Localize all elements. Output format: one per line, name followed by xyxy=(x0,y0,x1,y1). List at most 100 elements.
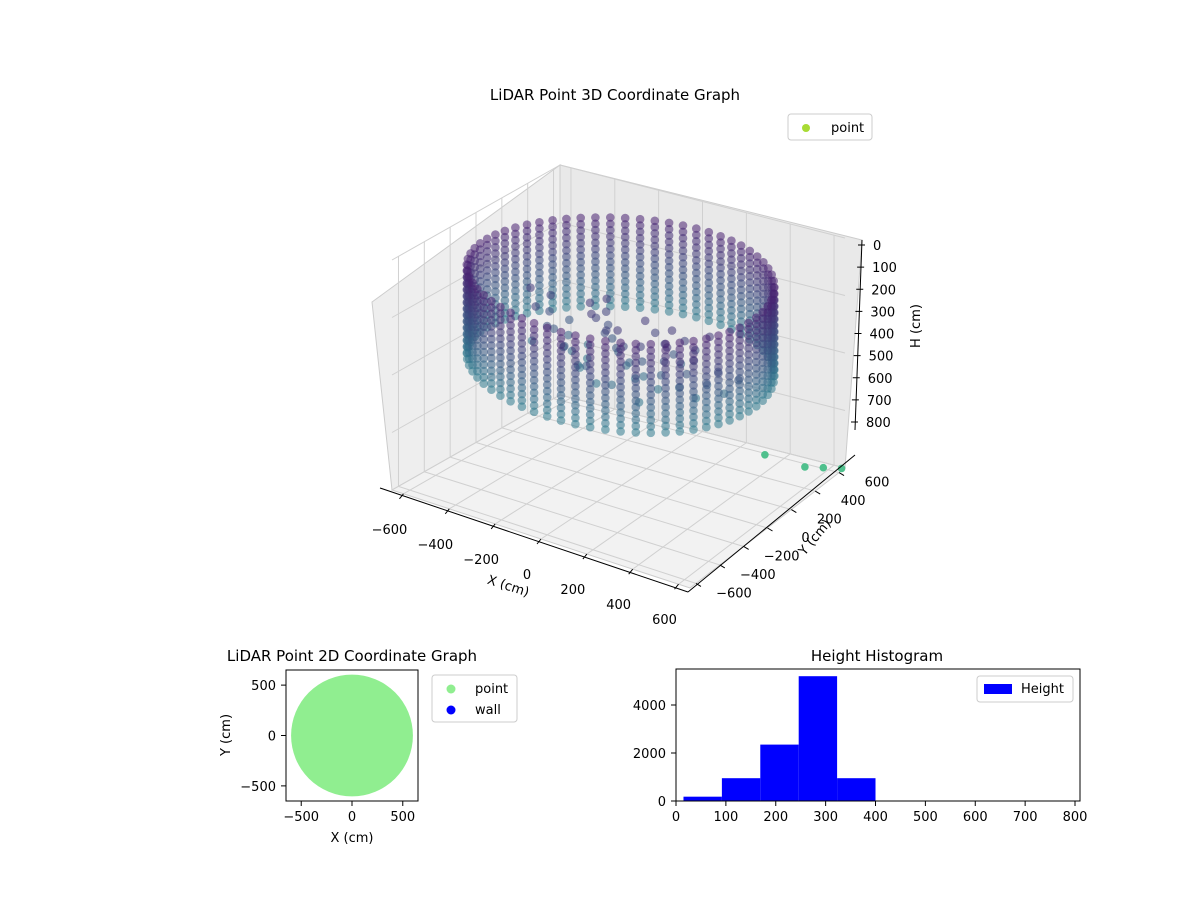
cloud-point xyxy=(571,394,580,404)
cloud-point xyxy=(704,240,714,250)
cloud-point xyxy=(491,255,500,265)
cloud-point xyxy=(725,390,734,400)
cloud-point xyxy=(479,335,489,344)
cloud-point xyxy=(752,376,761,386)
cloud-point xyxy=(601,307,611,317)
cloud-point xyxy=(646,422,656,431)
cloud-point xyxy=(562,265,571,274)
cloud-point xyxy=(678,233,688,243)
cloud-point xyxy=(496,385,505,394)
cloud-point xyxy=(714,350,723,359)
cloud-point xyxy=(752,277,762,287)
cloud-point xyxy=(704,291,714,300)
x-tick-mark xyxy=(536,538,542,545)
cloud-point xyxy=(531,302,540,311)
cloud-point xyxy=(506,352,515,362)
cloud-point xyxy=(661,371,670,380)
cloud-point xyxy=(675,376,685,386)
cloud-point xyxy=(758,339,767,349)
cloud-point xyxy=(635,227,645,237)
cloud-point xyxy=(506,340,515,349)
x-tick-label: 400 xyxy=(606,598,631,613)
cloud-point xyxy=(542,355,552,364)
x-tick-label: 600 xyxy=(652,613,677,628)
cloud-point xyxy=(620,226,630,236)
cloud-point xyxy=(535,262,544,271)
cloud-point xyxy=(576,220,585,229)
cloud-point xyxy=(716,320,725,330)
cloud-point xyxy=(661,364,670,374)
cloud-point xyxy=(529,363,539,372)
cloud-point xyxy=(725,416,734,425)
cloud-point xyxy=(752,370,761,379)
cloud-point xyxy=(758,396,767,406)
cloud-point xyxy=(602,294,611,304)
z-tick-label: 100 xyxy=(872,261,897,276)
cloud-point xyxy=(511,235,520,245)
cloud-point xyxy=(664,269,674,278)
cloud-point xyxy=(758,326,767,336)
chart-2d-legend-point-marker xyxy=(446,684,456,694)
cloud-point xyxy=(556,391,566,400)
cloud-point xyxy=(736,273,746,282)
grid-line xyxy=(559,164,846,239)
cloud-point xyxy=(548,222,557,231)
cloud-point xyxy=(702,391,711,400)
chart-3d-legend-box xyxy=(787,113,873,141)
cloud-point xyxy=(517,339,527,348)
cloud-point xyxy=(500,270,510,280)
cloud-point xyxy=(473,366,482,376)
cloud-point xyxy=(678,303,688,313)
cloud-point xyxy=(556,340,566,350)
cloud-point xyxy=(744,369,753,378)
cloud-point xyxy=(727,249,736,258)
cloud-point xyxy=(675,351,685,360)
cloud-point xyxy=(744,362,753,372)
cloud-point xyxy=(591,282,600,292)
cloud-point xyxy=(522,233,532,242)
cloud-point xyxy=(716,314,725,323)
cloud-point xyxy=(556,334,566,343)
cloud-point xyxy=(689,412,698,422)
cloud-point xyxy=(517,326,527,336)
cloud-point xyxy=(542,405,552,415)
cloud-point xyxy=(511,292,520,302)
cloud-point xyxy=(714,356,723,366)
cloud-point xyxy=(591,263,600,273)
cloud-point xyxy=(479,303,489,313)
chart-hist-x-ticks: 0 100 200 300 400 500 600 700 800 xyxy=(672,801,1087,825)
cloud-point xyxy=(591,289,600,298)
cloud-point xyxy=(487,360,496,369)
cloud-point xyxy=(585,347,595,356)
cloud-point xyxy=(635,297,645,306)
cloud-point xyxy=(620,270,630,280)
cloud-point xyxy=(704,278,714,288)
cloud-point xyxy=(479,328,489,338)
cloud-point xyxy=(606,238,615,248)
grid-line xyxy=(501,427,792,511)
y-tick-mark xyxy=(838,472,845,477)
cloud-point xyxy=(735,348,744,358)
cloud-point xyxy=(682,369,691,379)
cloud-point xyxy=(725,371,734,381)
cloud-point xyxy=(591,225,600,235)
cloud-point xyxy=(664,307,674,316)
cloud-point xyxy=(758,371,767,380)
cloud-point xyxy=(650,267,660,276)
cloud-point xyxy=(631,421,641,431)
cloud-point xyxy=(473,360,482,370)
cloud-point xyxy=(714,369,723,378)
cloud-point xyxy=(702,416,711,426)
cloud-point xyxy=(576,213,585,223)
cloud-point xyxy=(591,238,600,248)
cloud-point xyxy=(506,384,515,394)
cloud-point xyxy=(487,341,496,350)
cloud-point xyxy=(585,359,595,369)
cloud-point xyxy=(601,355,610,365)
cloud-point xyxy=(479,366,489,376)
cloud-point xyxy=(585,378,595,388)
x-ticks-3d: −600 −400 −200 0 200 400 600 xyxy=(372,493,679,628)
cloud-point xyxy=(601,425,610,434)
cloud-point xyxy=(591,213,600,222)
cloud-point xyxy=(496,321,505,331)
